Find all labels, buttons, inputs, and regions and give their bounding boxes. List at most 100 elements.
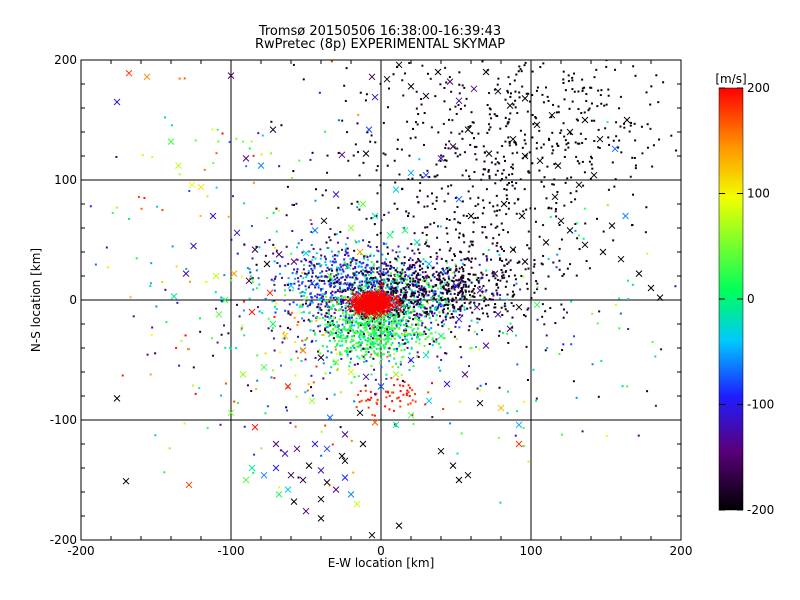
scatter-dot (289, 328, 292, 331)
scatter-dot (318, 330, 321, 333)
scatter-dot (311, 151, 314, 154)
scatter-dot (608, 143, 611, 146)
scatter-dot (365, 282, 368, 285)
scatter-dot (347, 347, 350, 350)
scatter-dot (360, 331, 363, 334)
scatter-dot (360, 399, 363, 402)
scatter-x-marker: × (373, 296, 382, 309)
scatter-dot (434, 298, 437, 301)
scatter-dot (481, 329, 484, 332)
scatter-dot (471, 121, 474, 124)
scatter-dot (417, 274, 420, 277)
scatter-x-marker (341, 431, 349, 438)
scatter-dot (369, 301, 372, 304)
scatter-dot (316, 293, 319, 296)
scatter-dot (403, 298, 406, 301)
scatter-dot (446, 307, 449, 310)
scatter-dot (398, 303, 401, 306)
scatter-dot (391, 249, 394, 252)
scatter-dot (384, 272, 387, 275)
scatter-dot (390, 304, 393, 307)
scatter-dot (381, 330, 384, 333)
scatter-x-marker (113, 395, 121, 402)
scatter-dot (388, 323, 391, 326)
scatter-dot (432, 340, 435, 343)
scatter-dot (406, 247, 409, 250)
scatter-dot (468, 245, 471, 248)
scatter-dot (458, 283, 461, 286)
scatter-dot (403, 380, 406, 383)
scatter-dot (268, 238, 271, 241)
scatter-dot (472, 137, 475, 140)
scatter-x-marker (170, 293, 178, 300)
scatter-dot (266, 217, 269, 220)
scatter-dot (442, 311, 445, 314)
scatter-dot (499, 294, 502, 297)
scatter-dot (324, 290, 327, 293)
scatter-dot (331, 260, 334, 263)
scatter-dot (305, 276, 308, 279)
scatter-dot (357, 393, 360, 396)
scatter-dot (341, 268, 344, 271)
scatter-dot (562, 316, 565, 319)
scatter-x-marker (332, 486, 340, 493)
scatter-dot (373, 285, 376, 288)
scatter-dot (332, 327, 335, 330)
scatter-dot (370, 288, 373, 291)
scatter-dot (357, 284, 360, 287)
scatter-dot (399, 278, 402, 281)
scatter-dot (380, 324, 383, 327)
scatter-dot (645, 206, 648, 209)
scatter-dot (370, 312, 373, 315)
scatter-dot (434, 292, 437, 295)
scatter-x-marker: × (367, 296, 376, 309)
scatter-dot (472, 221, 475, 224)
scatter-dot (285, 406, 288, 409)
scatter-dot (336, 254, 339, 257)
scatter-dot (149, 282, 152, 285)
scatter-dot (368, 338, 371, 341)
scatter-x-marker: × (367, 295, 376, 308)
scatter-dot (471, 132, 474, 135)
scatter-x-marker: × (357, 297, 366, 310)
scatter-dot (360, 262, 363, 265)
scatter-dot (185, 267, 188, 270)
scatter-dot (347, 332, 350, 335)
scatter-dot (575, 190, 578, 193)
scatter-dot (361, 272, 364, 275)
scatter-dot (562, 308, 565, 311)
scatter-dot (327, 280, 330, 283)
scatter-x-marker (482, 68, 490, 76)
scatter-dot (396, 273, 399, 276)
scatter-dot (391, 342, 394, 345)
scatter-dot (430, 311, 433, 314)
scatter-x-marker: × (362, 301, 371, 314)
scatter-dot (413, 296, 416, 299)
scatter-dot (345, 313, 348, 316)
scatter-dot (361, 280, 364, 283)
scatter-dot (425, 276, 428, 279)
scatter-x-marker (509, 135, 517, 143)
scatter-dot (301, 317, 304, 320)
scatter-dot (460, 432, 463, 435)
scatter-dot (412, 284, 415, 287)
scatter-dot (478, 279, 481, 282)
scatter-dot (370, 268, 373, 271)
scatter-dot (310, 340, 313, 343)
scatter-dot (258, 246, 261, 249)
scatter-dot (435, 340, 438, 343)
scatter-dot (310, 243, 313, 246)
scatter-dot (574, 222, 577, 225)
scatter-dot (391, 230, 394, 233)
scatter-dot (410, 334, 413, 337)
scatter-dot (455, 265, 458, 268)
scatter-dot (380, 305, 383, 308)
scatter-x-marker (509, 246, 517, 253)
scatter-dot (365, 310, 368, 313)
scatter-dot (455, 301, 458, 304)
scatter-dot (340, 300, 343, 303)
scatter-x-marker: × (364, 292, 373, 305)
scatter-dot (400, 272, 403, 275)
scatter-x-marker (281, 332, 289, 340)
scatter-dot (630, 121, 633, 124)
